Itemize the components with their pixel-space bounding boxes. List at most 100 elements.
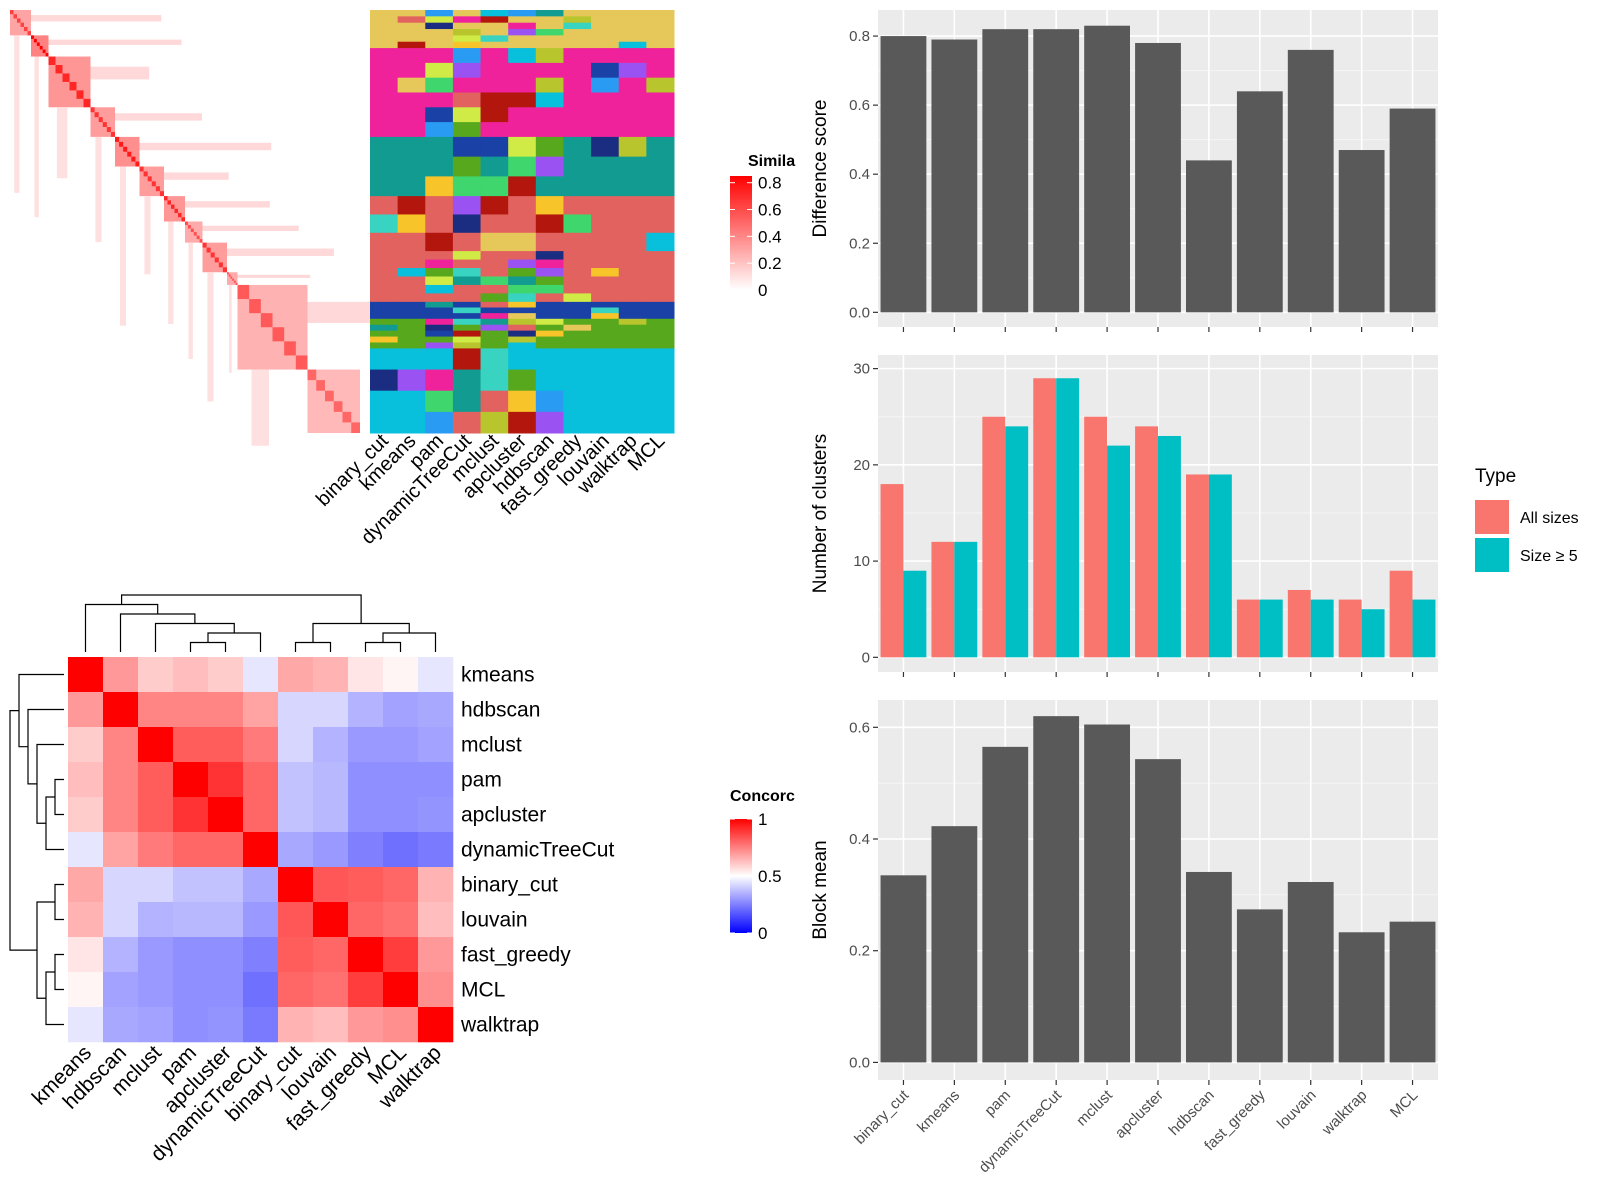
- membership-cell: [508, 62, 537, 79]
- membership-cell: [535, 348, 564, 371]
- concordance-cell: [418, 937, 454, 973]
- membership-cell: [397, 293, 426, 303]
- membership-cell: [397, 35, 426, 43]
- membership-cell: [480, 301, 509, 309]
- membership-cell: [480, 77, 509, 93]
- membership-cell: [618, 35, 647, 43]
- membership-cell: [646, 313, 675, 320]
- membership-cell: [480, 330, 509, 338]
- membership-cell: [425, 29, 454, 36]
- concordance-row-label: fast_greedy: [461, 944, 571, 967]
- bar-all-sizes: [1033, 378, 1057, 658]
- concordance-legend-bar: [730, 819, 752, 933]
- membership-cell: [618, 342, 647, 349]
- similarity-streak: [56, 107, 68, 179]
- membership-cell: [535, 251, 564, 261]
- membership-cell: [397, 41, 426, 49]
- membership-cell: [591, 336, 620, 343]
- membership-cell: [452, 136, 482, 158]
- membership-cell: [425, 324, 454, 332]
- membership-cell: [370, 196, 399, 215]
- membership-cell: [563, 251, 592, 261]
- bar-size-ge-5: [1259, 599, 1283, 658]
- membership-cell: [480, 92, 509, 108]
- concordance-cell: [138, 1007, 174, 1043]
- similarity-diagonal-cell: [159, 191, 164, 197]
- membership-cell: [425, 77, 454, 93]
- concordance-cell: [278, 1007, 314, 1043]
- membership-cell: [397, 276, 426, 286]
- membership-cell: [563, 10, 592, 17]
- concordance-cell: [103, 692, 139, 728]
- y-tick-label: 0.4: [849, 166, 870, 183]
- concordance-cell: [173, 797, 209, 833]
- membership-cell: [508, 122, 537, 138]
- concordance-cell: [208, 972, 244, 1008]
- membership-cell: [563, 259, 592, 269]
- concordance-row-label: louvain: [461, 909, 528, 932]
- y-tick-label: 0: [862, 649, 870, 666]
- membership-cell: [508, 348, 537, 371]
- membership-cell: [563, 29, 592, 36]
- membership-cell: [646, 29, 675, 36]
- membership-cell: [646, 369, 675, 392]
- membership-cell: [535, 268, 564, 277]
- membership-cell: [370, 348, 399, 371]
- similarity-diagonal-cell: [139, 166, 144, 172]
- concordance-cell: [138, 937, 174, 973]
- concordance-cell: [243, 727, 279, 763]
- concordance-cell: [348, 692, 384, 728]
- x-tick-label: apcluster: [1112, 1087, 1167, 1142]
- membership-cell: [425, 122, 454, 138]
- similarity-diagonal-cell: [36, 42, 40, 46]
- similarity-diagonal-cell: [167, 200, 171, 205]
- concordance-cell: [348, 727, 384, 763]
- membership-cell: [425, 276, 454, 286]
- membership-cell: [563, 336, 592, 343]
- concordance-column-dendrogram: [84, 594, 437, 652]
- membership-cell: [646, 293, 675, 303]
- concordance-cell: [383, 797, 419, 833]
- membership-cell: [397, 411, 426, 434]
- similarity-diagonal-cell: [110, 131, 115, 137]
- membership-cell: [508, 268, 537, 277]
- membership-cell: [591, 268, 620, 277]
- membership-cell: [370, 330, 399, 338]
- bar-all-sizes: [1084, 416, 1108, 658]
- membership-cell: [397, 369, 426, 392]
- membership-cell: [370, 176, 399, 197]
- membership-cell: [452, 214, 482, 234]
- concordance-legend-label: 0.5: [758, 867, 782, 886]
- membership-cell: [370, 29, 399, 36]
- membership-cell: [563, 318, 592, 326]
- membership-cell: [452, 62, 482, 79]
- dendrogram-branch: [18, 673, 64, 748]
- membership-cell: [452, 307, 482, 314]
- similarity-streak: [139, 142, 272, 151]
- similarity-diagonal-cell: [232, 278, 234, 281]
- membership-cell: [535, 313, 564, 320]
- membership-cell: [535, 48, 564, 64]
- concordance-cell: [208, 867, 244, 903]
- similarity-diagonal-cell: [164, 196, 168, 201]
- concordance-cell: [173, 727, 209, 763]
- membership-cell: [397, 136, 426, 158]
- membership-cell: [452, 232, 482, 252]
- membership-cell: [535, 324, 564, 332]
- similarity-diagonal-cell: [214, 257, 219, 263]
- membership-cell: [452, 276, 482, 286]
- membership-cell: [646, 330, 675, 338]
- concordance-cell: [103, 762, 139, 798]
- membership-cell: [535, 284, 564, 294]
- membership-cell: [397, 92, 426, 108]
- membership-cell: [480, 29, 509, 36]
- membership-cell: [646, 10, 675, 17]
- concordance-cell: [208, 797, 244, 833]
- similarity-legend-bar: [730, 176, 752, 290]
- similarity-diagonal-cell: [62, 73, 70, 82]
- membership-cell: [591, 16, 620, 24]
- x-tick-label: kmeans: [914, 1087, 963, 1136]
- membership-cell: [535, 301, 564, 309]
- membership-cell: [591, 369, 620, 392]
- bar-all-sizes: [1389, 570, 1413, 658]
